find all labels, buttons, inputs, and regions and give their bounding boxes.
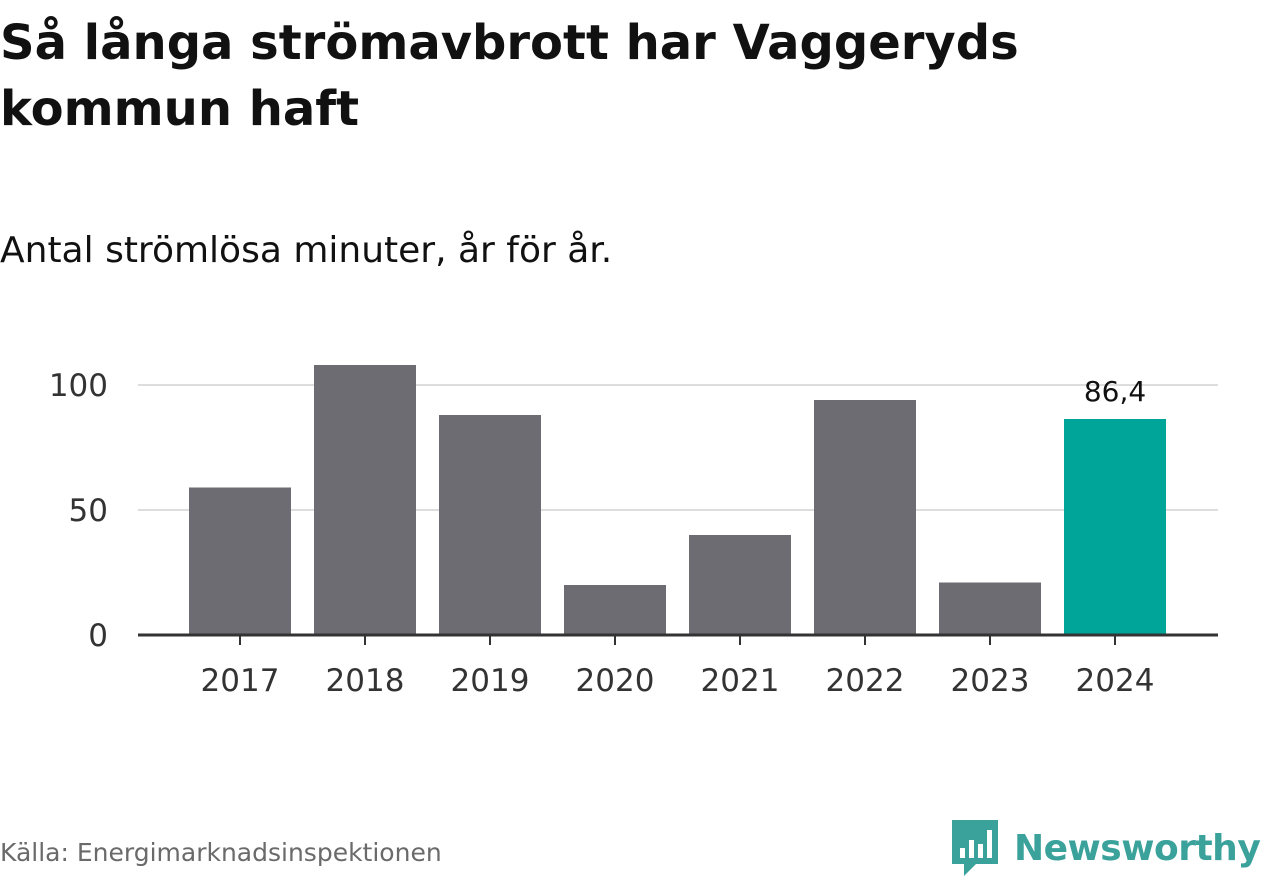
- bar: [689, 535, 791, 635]
- bar: [939, 582, 1041, 635]
- x-tick-label: 2018: [326, 663, 405, 699]
- y-tick-label: 0: [88, 618, 108, 654]
- bar: [314, 365, 416, 635]
- bar: [564, 585, 666, 635]
- chart-title: Så långa strömavbrott har Vaggeryds komm…: [0, 15, 1019, 137]
- bar-value-label: 86,4: [1084, 375, 1146, 408]
- bar: [1064, 419, 1166, 635]
- brand-logo: Newsworthy: [950, 818, 1261, 878]
- x-tick-label: 2023: [951, 663, 1030, 699]
- newsworthy-logo-icon: [952, 820, 998, 876]
- bar-chart: 0 50 100 2017 2018 2019 2020 2021 2022 2023 2024 86…: [49, 365, 1218, 699]
- x-tick-label: 2022: [826, 663, 905, 699]
- y-tick-label: 50: [69, 493, 108, 529]
- y-tick-label: 100: [49, 368, 108, 404]
- bar: [814, 400, 916, 635]
- x-tick-label: 2020: [576, 663, 655, 699]
- x-tick-label: 2021: [701, 663, 780, 699]
- chart-subtitle: Antal strömlösa minuter, år för år.: [0, 230, 613, 271]
- source-note: Källa: Energimarknadsinspektionen: [0, 838, 442, 867]
- bar: [439, 415, 541, 635]
- brand-name: Newsworthy: [1014, 827, 1261, 869]
- x-tick-label: 2017: [201, 663, 280, 699]
- x-tick-label: 2019: [451, 663, 530, 699]
- bar: [189, 487, 291, 635]
- x-tick-label: 2024: [1076, 663, 1155, 699]
